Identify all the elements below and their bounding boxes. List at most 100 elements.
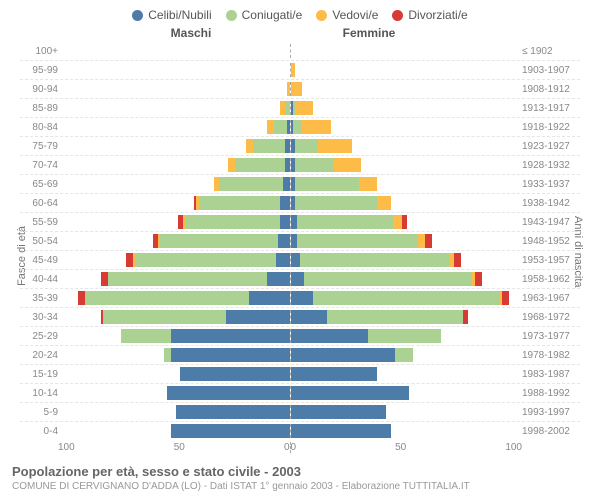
birth-year-label: 1943-1947 [518, 217, 580, 228]
bar-male [62, 424, 290, 438]
age-row: 25-291973-1977 [20, 327, 580, 346]
age-row: 70-74 1928-1932 [20, 156, 580, 175]
bar-female [290, 196, 519, 210]
age-label: 20-24 [20, 350, 62, 361]
bar-segment-ved [302, 120, 332, 134]
legend-item: Vedovi/e [316, 8, 378, 22]
bar-female [290, 424, 519, 438]
age-label: 50-54 [20, 236, 62, 247]
age-row: 90-94 1908-1912 [20, 80, 580, 99]
chart-rows: 100+≤ 190295-991903-190790-941908-191285… [20, 42, 580, 440]
bar-segment-con [199, 196, 281, 210]
age-row: 85-891913-1917 [20, 99, 580, 118]
bar-segment-con [300, 253, 450, 267]
birth-year-label: 1978-1982 [518, 350, 580, 361]
age-row: 65-691933-1937 [20, 175, 580, 194]
age-label: 90-94 [20, 84, 62, 95]
age-label: 5-9 [20, 407, 62, 418]
bar-segment-con [295, 196, 377, 210]
bar-segment-div [402, 215, 407, 229]
bar-female [290, 405, 519, 419]
bar-male [62, 386, 290, 400]
x-tick: 0 [291, 442, 297, 453]
bar-male [62, 272, 290, 286]
age-row: 30-341968-1972 [20, 308, 580, 327]
bar-segment-div [101, 272, 108, 286]
bar-segment-con [121, 329, 171, 343]
legend-item: Coniugati/e [226, 8, 303, 22]
bar-segment-cel [291, 424, 391, 438]
bar-male [62, 367, 290, 381]
bar-segment-cel [171, 424, 289, 438]
bar-female [290, 158, 519, 172]
bar-segment-cel [171, 329, 289, 343]
bar-segment-con [164, 348, 171, 362]
bar-segment-con [313, 291, 500, 305]
x-tick: 100 [58, 442, 75, 453]
age-row: 15-191983-1987 [20, 365, 580, 384]
age-row: 45-491953-1957 [20, 251, 580, 270]
bar-segment-con [85, 291, 249, 305]
bar-male [62, 291, 290, 305]
birth-year-label: 1903-1907 [518, 65, 580, 76]
age-label: 0-4 [20, 426, 62, 437]
bar-segment-cel [267, 272, 290, 286]
bar-segment-cel [283, 177, 290, 191]
birth-year-label: 1928-1932 [518, 160, 580, 171]
bar-segment-cel [276, 253, 290, 267]
bar-male [62, 177, 290, 191]
bar-male [62, 63, 290, 77]
age-label: 30-34 [20, 312, 62, 323]
bar-segment-cel [278, 234, 289, 248]
age-label: 70-74 [20, 160, 62, 171]
age-row: 80-841918-1922 [20, 118, 580, 137]
bar-male [62, 253, 290, 267]
bar-segment-cel [176, 405, 290, 419]
bar-segment-cel [291, 272, 305, 286]
bar-male [62, 82, 290, 96]
x-tick: 50 [174, 442, 185, 453]
age-row: 100+ ≤ 1902 [20, 42, 580, 61]
bar-segment-div [475, 272, 482, 286]
bar-segment-ved [291, 63, 296, 77]
birth-year-label: 1993-1997 [518, 407, 580, 418]
bar-segment-con [160, 234, 278, 248]
bar-female [290, 177, 519, 191]
bar-segment-con [108, 272, 267, 286]
bar-segment-cel [291, 215, 298, 229]
birth-year-label: ≤ 1902 [518, 46, 580, 57]
x-axis: 100500 050100 [20, 442, 580, 453]
chart-title: Popolazione per età, sesso e stato civil… [12, 464, 470, 479]
bar-male [62, 215, 290, 229]
bar-segment-con [295, 158, 334, 172]
bar-segment-cel [291, 291, 314, 305]
age-label: 65-69 [20, 179, 62, 190]
population-pyramid-chart: Fasce di età Anni di nascita Maschi Femm… [20, 26, 580, 453]
age-label: 100+ [20, 46, 62, 57]
age-label: 35-39 [20, 293, 62, 304]
bar-segment-con [274, 120, 288, 134]
bar-segment-ved [267, 120, 274, 134]
birth-year-label: 1938-1942 [518, 198, 580, 209]
bar-segment-ved [228, 158, 235, 172]
column-header-females: Femmine [280, 26, 518, 40]
bar-female [290, 272, 519, 286]
bar-segment-cel [291, 367, 377, 381]
bar-segment-div [126, 253, 133, 267]
bar-segment-con [304, 272, 472, 286]
bar-segment-cel [226, 310, 290, 324]
legend-label: Celibi/Nubili [148, 8, 211, 22]
bar-female [290, 291, 519, 305]
bar-segment-con [103, 310, 226, 324]
bar-segment-ved [318, 139, 352, 153]
bar-segment-con [368, 329, 441, 343]
bar-male [62, 348, 290, 362]
birth-year-label: 1908-1912 [518, 84, 580, 95]
age-row: 35-391963-1967 [20, 289, 580, 308]
bar-female [290, 348, 519, 362]
bar-segment-cel [291, 348, 396, 362]
birth-year-label: 1918-1922 [518, 122, 580, 133]
legend-label: Divorziati/e [408, 8, 467, 22]
age-label: 40-44 [20, 274, 62, 285]
age-label: 60-64 [20, 198, 62, 209]
